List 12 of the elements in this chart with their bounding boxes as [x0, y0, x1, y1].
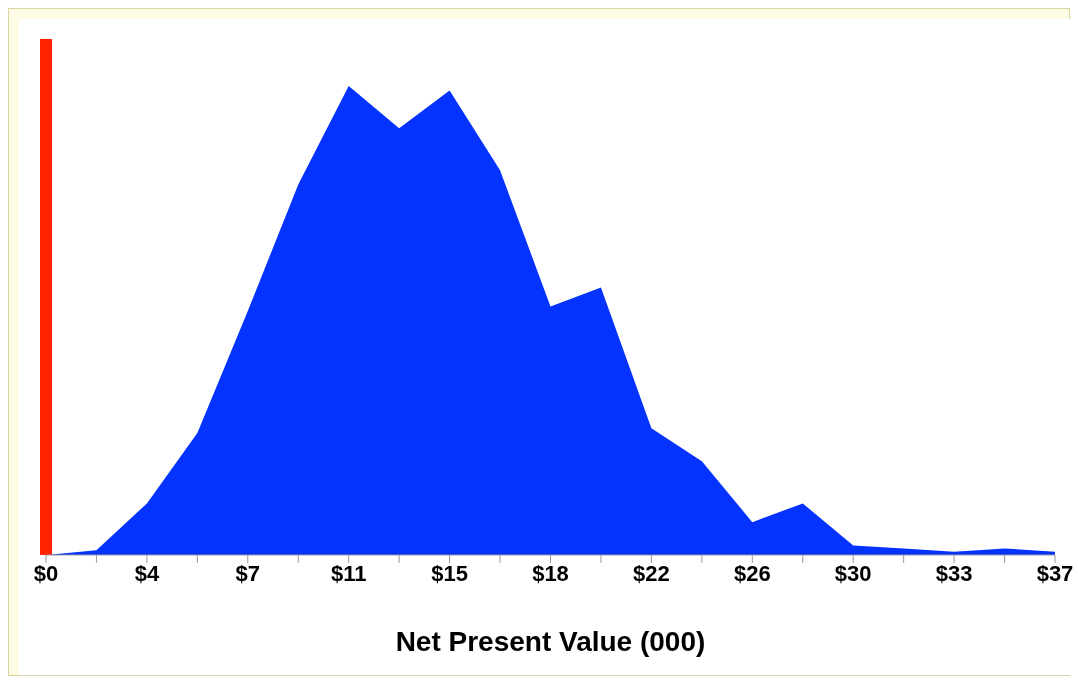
x-tick-label: $7 [235, 560, 261, 586]
x-tick-label: $37 [1036, 560, 1074, 586]
x-tick-label: $22 [633, 560, 670, 586]
x-tick-label: $15 [431, 560, 468, 586]
x-tick-label: $0 [33, 560, 59, 586]
x-tick-label: $11 [330, 560, 367, 586]
x-tick-label: $18 [532, 560, 569, 586]
x-tick-label: $33 [935, 560, 973, 586]
x-axis-title: Net Present Value (000) [395, 626, 706, 657]
x-tick-label: $4 [134, 560, 160, 586]
x-tick-label: $26 [733, 560, 771, 586]
x-tick-label: $30 [834, 560, 872, 586]
